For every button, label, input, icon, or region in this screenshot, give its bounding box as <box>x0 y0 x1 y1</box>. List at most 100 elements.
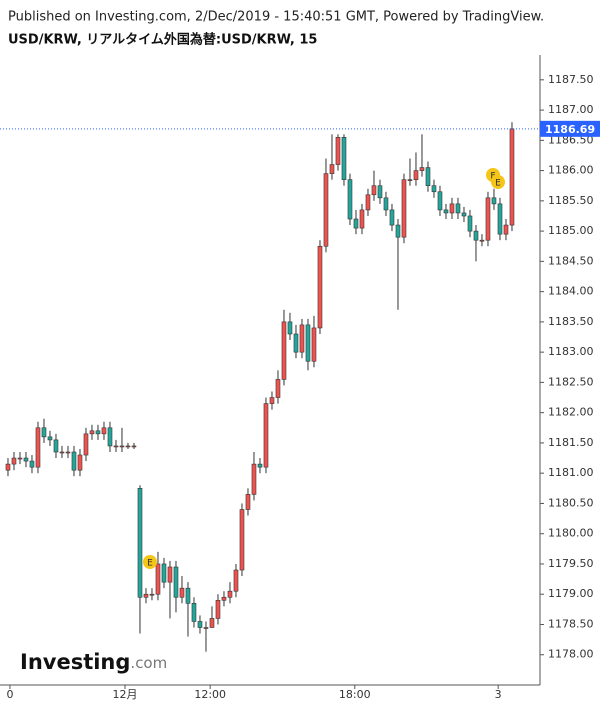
candle-body <box>305 324 311 362</box>
event-marker <box>143 555 157 569</box>
logo-suffix: .com <box>130 654 167 672</box>
candle-body <box>167 566 173 583</box>
candle-body <box>53 439 59 453</box>
candle-body <box>389 209 395 226</box>
candle-body <box>161 563 167 583</box>
candle-body <box>275 379 281 398</box>
y-tick-label: 1178.00 <box>548 648 594 661</box>
candle-body <box>419 167 425 171</box>
candle-body <box>497 203 503 235</box>
candle-body <box>443 209 449 214</box>
candle-body <box>479 239 485 242</box>
candle-body <box>401 179 407 238</box>
y-tick-label: 1187.00 <box>548 103 594 116</box>
candle-body <box>113 445 119 448</box>
candle-body <box>377 185 383 199</box>
candle-body <box>191 602 197 622</box>
y-tick-label: 1179.00 <box>548 587 594 600</box>
candle-body <box>209 618 215 628</box>
candle-body <box>353 218 359 229</box>
candle-body <box>467 215 473 232</box>
event-label: F <box>490 172 495 182</box>
x-tick-label: 18:00 <box>339 688 371 701</box>
published-note: Published on Investing.com, 2/Dec/2019 -… <box>8 10 544 25</box>
candle-body <box>461 212 467 217</box>
logo-main: Investing <box>20 650 130 674</box>
candle-body <box>299 324 305 353</box>
candle-body <box>323 173 329 247</box>
candle-body <box>431 185 437 193</box>
candle-body <box>239 509 245 571</box>
candle-body <box>347 179 353 220</box>
candle-body <box>95 430 101 435</box>
x-tick-label: 12:00 <box>194 688 226 701</box>
candle-body <box>155 563 161 595</box>
candle-body <box>293 333 299 353</box>
candle-body <box>77 454 83 471</box>
candle-body <box>257 463 263 468</box>
candle-body <box>5 463 11 471</box>
candle-body <box>35 427 41 468</box>
candle-body <box>221 596 227 601</box>
candle-body <box>449 203 455 214</box>
candle-body <box>29 460 35 468</box>
candle-body <box>437 191 443 211</box>
y-tick-label: 1178.50 <box>548 617 594 630</box>
candle-body <box>185 587 191 604</box>
last-price-box <box>540 120 600 137</box>
candle-body <box>215 599 221 619</box>
candle-body <box>143 593 149 598</box>
candle-body <box>131 445 137 448</box>
y-tick-label: 1181.00 <box>548 466 594 479</box>
candle-body <box>137 488 143 598</box>
candle-body <box>371 185 377 196</box>
y-tick-label: 1181.50 <box>548 436 594 449</box>
y-tick-label: 1183.00 <box>548 345 594 358</box>
y-tick-label: 1186.00 <box>548 164 594 177</box>
candle-body <box>251 463 257 495</box>
candle-body <box>509 128 515 226</box>
candle-body <box>17 457 23 460</box>
event-marker <box>491 175 505 189</box>
candle-body <box>413 170 419 180</box>
y-tick-label: 1179.50 <box>548 557 594 570</box>
candle-body <box>365 194 371 211</box>
candle-body <box>491 197 497 205</box>
candle-body <box>173 566 179 598</box>
candle-body <box>107 427 113 447</box>
chart-title: USD/KRW, リアルタイム外国為替:USD/KRW, 15 <box>8 32 317 48</box>
candle-body <box>485 197 491 241</box>
candle-body <box>473 230 479 241</box>
candle-body <box>407 179 413 181</box>
logo: Investing.com <box>20 650 167 674</box>
candle-body <box>119 445 125 448</box>
candle-body <box>149 593 155 596</box>
candle-body <box>281 321 287 380</box>
event-label: E <box>147 559 153 569</box>
y-tick-label: 1182.00 <box>548 406 594 419</box>
y-tick-label: 1180.50 <box>548 496 594 509</box>
candle-body <box>245 494 251 510</box>
candle-body <box>359 209 365 229</box>
candle-body <box>11 457 17 465</box>
candle-body <box>227 590 233 598</box>
candle-body <box>41 427 47 438</box>
y-tick-label: 1183.50 <box>548 315 594 328</box>
y-tick-label: 1184.50 <box>548 254 594 267</box>
candle-body <box>335 137 341 165</box>
last-price-label: 1186.69 <box>545 123 595 136</box>
y-tick-label: 1184.00 <box>548 285 594 298</box>
y-tick-label: 1180.00 <box>548 527 594 540</box>
candle-body <box>101 427 107 435</box>
candle-body <box>65 451 71 454</box>
candle-body <box>71 451 77 471</box>
y-tick-label: 1185.00 <box>548 224 594 237</box>
candle-body <box>269 397 275 404</box>
candle-body <box>89 430 95 435</box>
candle-body <box>125 445 131 448</box>
candle-body <box>179 587 185 598</box>
candle-body <box>197 621 203 628</box>
candle-body <box>263 403 269 468</box>
y-tick-label: 1182.50 <box>548 375 594 388</box>
